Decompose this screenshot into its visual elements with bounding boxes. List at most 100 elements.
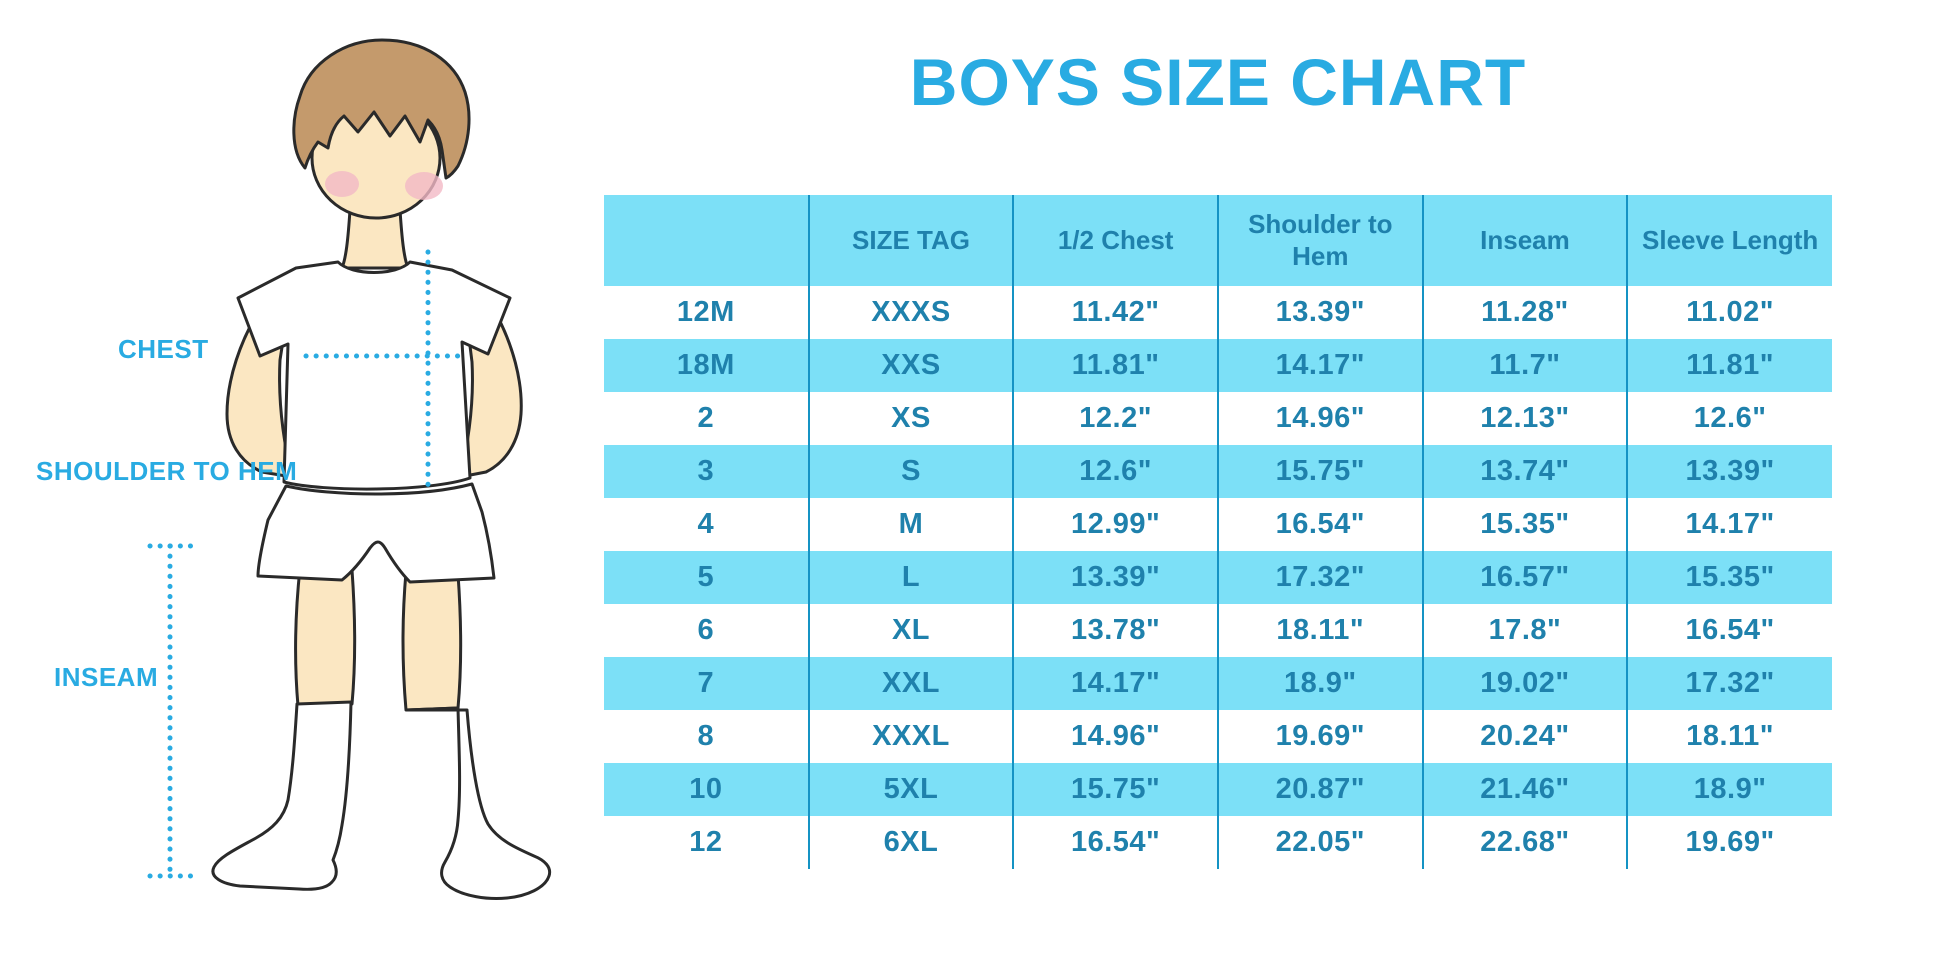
size-cell: 11.81"	[1012, 339, 1218, 392]
size-cell: 11.81"	[1626, 339, 1832, 392]
size-cell: 14.96"	[1216, 392, 1423, 445]
column-header: Sleeve Length	[1626, 195, 1832, 286]
column-header: Inseam	[1421, 195, 1628, 286]
size-cell: 13.39"	[1626, 445, 1832, 498]
boy-tshirt	[236, 260, 512, 491]
size-cell: 19.02"	[1421, 657, 1628, 710]
size-table-header-row: SIZE TAG 1/2 Chest Shoulder to Hem Inseam Sl…	[604, 195, 1832, 286]
size-cell: 17.8"	[1421, 604, 1628, 657]
size-cell: 14.17"	[1216, 339, 1423, 392]
row-label: 10	[604, 763, 809, 816]
size-cell: 12.13"	[1421, 392, 1628, 445]
size-cell: 12.99"	[1012, 498, 1218, 551]
size-cell: 12.2"	[1012, 392, 1218, 445]
size-cell: 17.32"	[1216, 551, 1423, 604]
column-header: 1/2 Chest	[1012, 195, 1218, 286]
table-row: 12 6XL 16.54" 22.05" 22.68" 19.69"	[604, 816, 1832, 869]
size-cell: XS	[807, 392, 1014, 445]
size-cell: 15.35"	[1626, 551, 1832, 604]
column-header: SIZE TAG	[807, 195, 1014, 286]
size-cell: XL	[807, 604, 1014, 657]
shoulder-to-hem-label: SHOULDER TO HEM	[36, 456, 298, 486]
size-cell: XXS	[807, 339, 1014, 392]
size-cell: 15.75"	[1012, 763, 1218, 816]
size-cell: 11.02"	[1626, 286, 1832, 339]
row-label: 5	[604, 551, 809, 604]
boy-right-thigh	[401, 570, 463, 712]
page-title: BOYS SIZE CHART	[909, 45, 1527, 119]
size-cell: 22.05"	[1216, 816, 1423, 869]
table-row: 3 S 12.6" 15.75" 13.74" 13.39"	[604, 445, 1832, 498]
size-cell: 14.96"	[1012, 710, 1218, 763]
size-cell: 22.68"	[1421, 816, 1628, 869]
table-row: 10 5XL 15.75" 20.87" 21.46" 18.9"	[604, 763, 1832, 816]
size-cell: 19.69"	[1216, 710, 1423, 763]
size-table-body: 12M XXXS 11.42" 13.39" 11.28" 11.02" 18M XXS 11.…	[604, 286, 1832, 869]
boy-right-blush	[405, 172, 443, 200]
row-label: 3	[604, 445, 809, 498]
table-row: 5 L 13.39" 17.32" 16.57" 15.35"	[604, 551, 1832, 604]
chest-label: CHEST	[118, 334, 209, 364]
size-cell: 21.46"	[1421, 763, 1628, 816]
size-cell: 16.54"	[1216, 498, 1423, 551]
size-cell: 17.32"	[1626, 657, 1832, 710]
size-cell: 18.9"	[1626, 763, 1832, 816]
size-cell: 11.7"	[1421, 339, 1628, 392]
corner-cell	[604, 195, 809, 286]
size-table: SIZE TAG 1/2 Chest Shoulder to Hem Inseam Sl…	[604, 195, 1832, 869]
size-cell: 13.39"	[1216, 286, 1423, 339]
size-cell: 15.75"	[1216, 445, 1423, 498]
row-label: 6	[697, 614, 715, 646]
size-cell: 16.57"	[1421, 551, 1628, 604]
row-label: 12M	[676, 296, 735, 328]
row-label: 2	[697, 402, 715, 434]
size-cell: XXL	[807, 657, 1014, 710]
boy-hair	[292, 38, 471, 180]
inseam-label: INSEAM	[54, 662, 159, 692]
size-cell: S	[807, 445, 1014, 498]
size-cell: 13.39"	[1012, 551, 1218, 604]
table-row: 18M XXS 11.81" 14.17" 11.7" 11.81"	[604, 339, 1832, 392]
size-cell: XXXL	[807, 710, 1014, 763]
table-row: 2 XS 12.2" 14.96" 12.13" 12.6"	[604, 392, 1832, 445]
table-row: 4 M 12.99" 16.54" 15.35" 14.17"	[604, 498, 1832, 551]
size-cell: 16.54"	[1626, 604, 1832, 657]
boy-right-sock	[405, 706, 552, 900]
size-cell: XXXS	[807, 286, 1014, 339]
size-cell: 5XL	[807, 763, 1014, 816]
size-cell: M	[807, 498, 1014, 551]
size-cell: 20.24"	[1421, 710, 1628, 763]
column-header: Shoulder to Hem	[1216, 195, 1423, 286]
table-row: 12M XXXS 11.42" 13.39" 11.28" 11.02"	[604, 286, 1832, 339]
size-cell: 18.11"	[1216, 604, 1423, 657]
row-label: 8	[697, 720, 715, 752]
row-label: 18M	[604, 339, 809, 392]
size-cell: 11.28"	[1421, 286, 1628, 339]
size-cell: 14.17"	[1626, 498, 1832, 551]
size-cell: 19.69"	[1626, 816, 1832, 869]
row-label: 7	[604, 657, 809, 710]
table-row: 8 XXXL 14.96" 19.69" 20.24" 18.11"	[604, 710, 1832, 763]
size-cell: 12.6"	[1626, 392, 1832, 445]
size-cell: 12.6"	[1012, 445, 1218, 498]
size-cell: 14.17"	[1012, 657, 1218, 710]
boy-left-thigh	[294, 566, 357, 708]
size-cell: 15.35"	[1421, 498, 1628, 551]
size-cell: L	[807, 551, 1014, 604]
table-row: 6 XL 13.78" 18.11" 17.8" 16.54"	[604, 604, 1832, 657]
boy-right-arm	[458, 308, 523, 479]
row-label: 12	[689, 826, 723, 858]
boy-left-sock	[211, 700, 353, 891]
row-label: 4	[697, 508, 715, 540]
boy-shorts	[256, 482, 496, 584]
table-row: 7 XXL 14.17" 18.9" 19.02" 17.32"	[604, 657, 1832, 710]
size-cell: 16.54"	[1012, 816, 1218, 869]
boy-left-blush	[325, 171, 359, 197]
size-cell: 13.74"	[1421, 445, 1628, 498]
size-table-head: SIZE TAG 1/2 Chest Shoulder to Hem Inseam Sl…	[604, 195, 1832, 286]
size-cell: 11.42"	[1012, 286, 1218, 339]
size-cell: 6XL	[807, 816, 1014, 869]
size-cell: 20.87"	[1216, 763, 1423, 816]
size-cell: 13.78"	[1012, 604, 1218, 657]
